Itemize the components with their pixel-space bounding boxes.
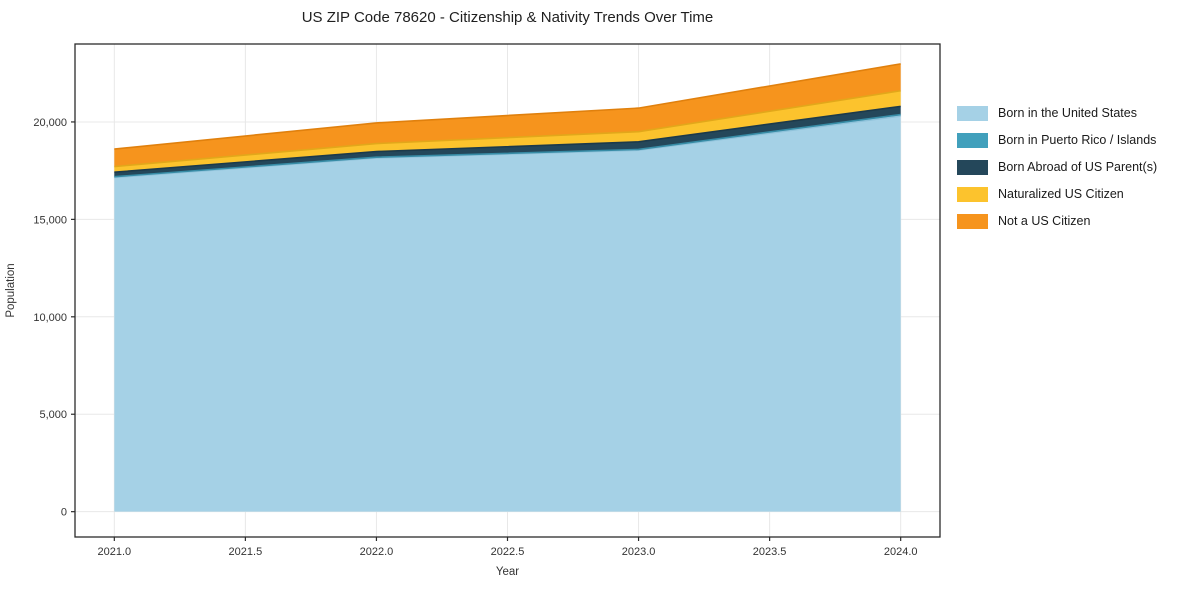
legend-swatch [957, 106, 988, 121]
area-born-in-the-united-states [114, 116, 901, 512]
y-tick-label: 20,000 [33, 117, 67, 129]
legend-label: Naturalized US Citizen [998, 187, 1124, 201]
legend-item: Born in the United States [957, 106, 1157, 121]
y-tick-label: 15,000 [33, 214, 67, 226]
edge-line [114, 63, 901, 150]
legend-swatch [957, 187, 988, 202]
edge-line [114, 89, 901, 168]
chart-title: US ZIP Code 78620 - Citizenship & Nativi… [301, 9, 714, 26]
x-tick-label: 2021.5 [229, 546, 263, 558]
legend-item: Not a US Citizen [957, 214, 1157, 229]
y-tick-label: 0 [61, 507, 67, 519]
x-tick-label: 2021.0 [97, 546, 131, 558]
y-tick-label: 10,000 [33, 312, 67, 324]
y-axis-label: Population [5, 263, 17, 317]
x-tick-label: 2024.0 [884, 546, 918, 558]
legend-label: Born in Puerto Rico / Islands [998, 133, 1157, 147]
legend-swatch [957, 214, 988, 229]
area-naturalized-us-citizen [114, 90, 901, 173]
area-not-a-us-citizen [114, 63, 901, 167]
x-tick-label: 2022.0 [360, 546, 394, 558]
legend: Born in the United States Born in Puerto … [957, 106, 1157, 229]
edge-line [114, 105, 901, 174]
legend-item: Born in Puerto Rico / Islands [957, 133, 1157, 148]
x-tick-label: 2023.0 [622, 546, 656, 558]
x-tick-label: 2022.5 [491, 546, 525, 558]
legend-label: Not a US Citizen [998, 214, 1091, 228]
y-tick-label: 5,000 [39, 409, 67, 421]
legend-label: Born in the United States [998, 106, 1137, 120]
legend-swatch [957, 133, 988, 148]
edge-line [114, 113, 901, 178]
x-axis-label: Year [496, 566, 519, 578]
legend-item: Born Abroad of US Parent(s) [957, 160, 1157, 175]
legend-swatch [957, 160, 988, 175]
legend-item: Naturalized US Citizen [957, 187, 1157, 202]
legend-label: Born Abroad of US Parent(s) [998, 160, 1158, 174]
x-tick-label: 2023.5 [753, 546, 787, 558]
area-born-abroad-of-us-parent-s- [114, 106, 901, 177]
